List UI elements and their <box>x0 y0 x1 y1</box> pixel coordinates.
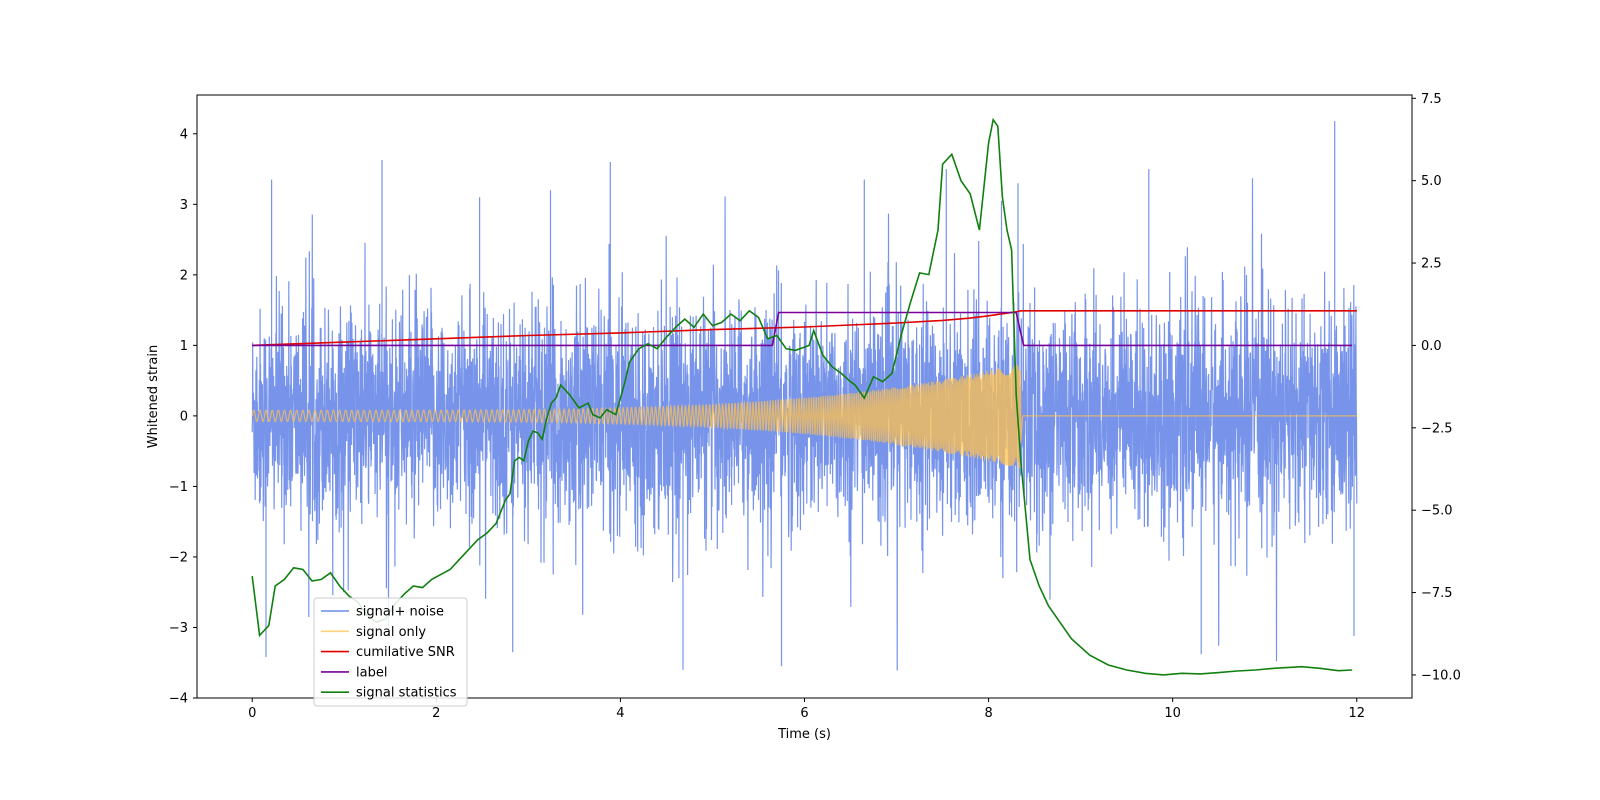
y-tick-label: 0 <box>180 409 188 424</box>
legend-entry: signal statistics <box>356 686 457 701</box>
y-axis-right: −10.0 −7.5 −5.0 −2.5 0.0 2.5 5.0 7.5 <box>1412 92 1461 683</box>
y2-tick-label: 2.5 <box>1421 257 1442 272</box>
y2-tick-label: −7.5 <box>1421 586 1453 601</box>
y-tick-label: 1 <box>180 339 188 354</box>
legend: signal+ noise signal only cumilative SNR la… <box>313 597 468 707</box>
series-signal-statistics <box>251 117 1353 676</box>
y-axis-label: Whitened strain <box>146 345 161 448</box>
x-axis-label: Time (s) <box>777 727 831 742</box>
y-tick-label: −4 <box>169 692 188 707</box>
y-tick-label: 2 <box>180 268 188 283</box>
y-tick-label: 4 <box>180 127 188 142</box>
legend-entry: cumilative SNR <box>356 645 455 660</box>
x-tick-label: 6 <box>800 706 808 721</box>
y2-tick-label: −2.5 <box>1421 421 1453 436</box>
x-tick-label: 8 <box>984 706 992 721</box>
series-layer <box>251 117 1358 676</box>
y2-tick-label: 7.5 <box>1421 92 1442 107</box>
x-tick-label: 12 <box>1348 706 1365 721</box>
legend-entry: label <box>356 665 387 680</box>
y2-tick-label: 0.0 <box>1421 339 1442 354</box>
x-tick-label: 0 <box>248 706 256 721</box>
x-tick-label: 10 <box>1164 706 1181 721</box>
series-signal-noise <box>251 121 1358 671</box>
series-signal-only <box>251 364 1357 469</box>
series-label <box>252 311 1353 347</box>
legend-box <box>313 597 468 707</box>
y-tick-label: 3 <box>180 198 188 213</box>
y2-tick-label: 5.0 <box>1421 174 1442 189</box>
y2-tick-label: −10.0 <box>1421 668 1461 683</box>
x-tick-label: 4 <box>616 706 624 721</box>
y-tick-label: −1 <box>169 480 188 495</box>
plot-area <box>196 94 1413 699</box>
y-tick-label: −3 <box>169 621 188 636</box>
y-axis-left: −4 −3 −2 −1 0 1 2 3 4 <box>169 127 197 707</box>
y2-tick-label: −5.0 <box>1421 504 1453 519</box>
x-axis: 0 2 4 6 8 10 12 <box>248 698 1365 721</box>
x-tick-label: 2 <box>432 706 440 721</box>
legend-entry: signal+ noise <box>356 605 444 620</box>
legend-entry: signal only <box>356 625 426 640</box>
y-tick-label: −2 <box>169 550 188 565</box>
